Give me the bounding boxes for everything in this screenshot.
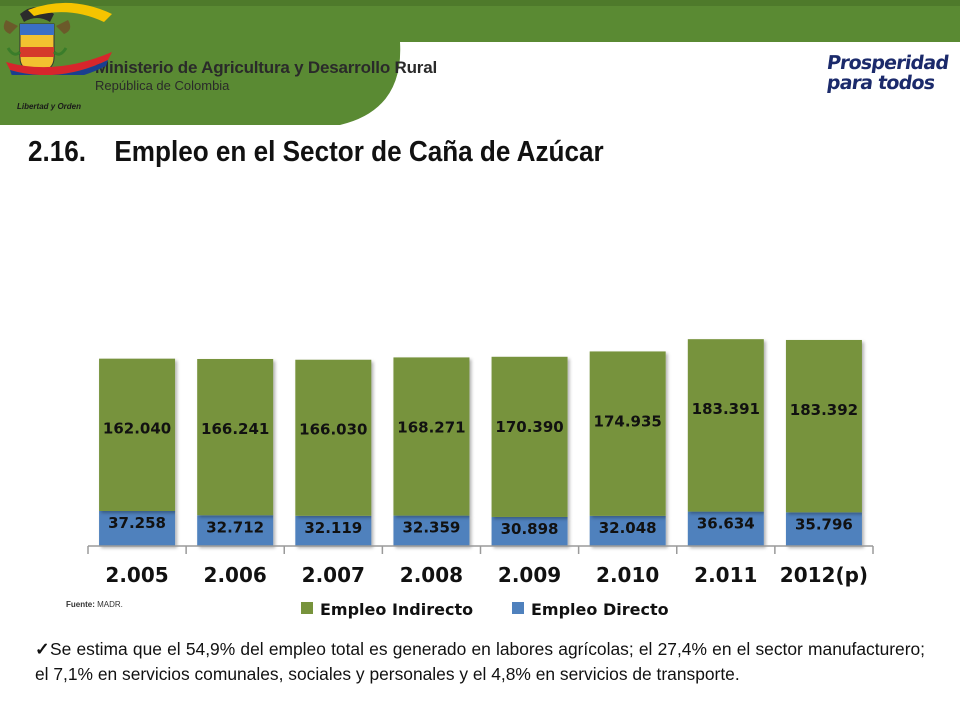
header-band: Libertad y Orden Ministerio de Agricultu…	[0, 0, 960, 125]
source-label: Fuente:	[66, 600, 95, 609]
data-label-indirecto: 166.030	[299, 421, 367, 439]
bar-directo	[687, 511, 764, 546]
bar-directo	[393, 515, 470, 546]
bar-indirecto	[295, 359, 372, 516]
x-tick-label: 2.011	[694, 563, 757, 587]
legend-label: Empleo Directo	[531, 600, 669, 619]
data-label-indirecto: 162.040	[103, 420, 171, 438]
x-tick-label: 2.010	[596, 563, 659, 587]
prosperidad-logo-icon	[6, 2, 112, 75]
legend-swatch	[301, 602, 313, 614]
bar-indirecto	[687, 339, 764, 512]
bar-directo	[197, 515, 274, 546]
data-label-indirecto: 170.390	[495, 418, 563, 436]
bar-directo	[785, 512, 862, 546]
x-tick-label: 2.009	[498, 563, 561, 587]
data-label-indirecto: 183.392	[790, 401, 858, 419]
bar-indirecto	[197, 358, 274, 516]
data-label-directo: 32.712	[206, 518, 264, 536]
data-label-directo: 36.634	[697, 515, 755, 533]
x-tick-label: 2.007	[302, 563, 365, 587]
check-icon: ✓	[35, 639, 50, 659]
page-title: 2.16. Empleo en el Sector de Caña de Azúc…	[28, 136, 604, 169]
bar-directo	[589, 515, 666, 546]
brand-line1: Prosperidad	[825, 52, 950, 74]
bar-indirecto	[589, 351, 666, 516]
x-tick-label: 2.005	[105, 563, 168, 587]
x-tick-label: 2012(p)	[780, 563, 868, 587]
bar-indirecto	[393, 357, 470, 516]
legend-label: Empleo Indirecto	[320, 600, 473, 619]
bar-indirecto	[785, 339, 862, 513]
data-label-indirecto: 168.271	[397, 418, 465, 436]
data-label-directo: 37.258	[108, 514, 166, 532]
data-label-directo: 35.796	[795, 515, 853, 533]
bar-indirecto	[491, 356, 568, 517]
stacked-bar-chart: 2.005 2.006 2.007 2.008 2.009 2.010 2.011 2012(…	[87, 339, 874, 619]
x-tick-label: 2.008	[400, 563, 463, 587]
brand-line2: para todos	[825, 72, 936, 94]
data-label-directo: 32.119	[304, 519, 362, 537]
data-label-indirecto: 166.241	[201, 420, 269, 438]
legend-swatch	[512, 602, 524, 614]
ministry-name: Ministerio de Agricultura y Desarrollo R…	[95, 58, 437, 77]
bar-indirecto	[99, 358, 176, 511]
bar-directo	[491, 516, 568, 546]
crest-caption: Libertad y Orden	[16, 102, 81, 111]
bar-directo	[295, 515, 372, 546]
source-value: MADR.	[97, 600, 123, 609]
data-label-indirecto: 174.935	[594, 412, 662, 430]
country-name: República de Colombia	[95, 78, 230, 93]
footnote-text: Se estima que el 54,9% del empleo total …	[35, 639, 926, 684]
section-number: 2.16.	[28, 136, 87, 168]
data-label-directo: 30.898	[501, 520, 559, 538]
source-note: Fuente: MADR.	[66, 600, 123, 609]
data-label-directo: 32.359	[402, 519, 460, 537]
bar-directo	[99, 510, 176, 546]
header-background	[0, 0, 960, 125]
data-label-directo: 32.048	[599, 519, 657, 537]
footnote: ✓Se estima que el 54,9% del empleo total…	[35, 637, 925, 687]
data-label-indirecto: 183.391	[692, 400, 760, 418]
section-title: Empleo en el Sector de Caña de Azúcar	[114, 136, 604, 168]
x-tick-label: 2.006	[204, 563, 267, 587]
